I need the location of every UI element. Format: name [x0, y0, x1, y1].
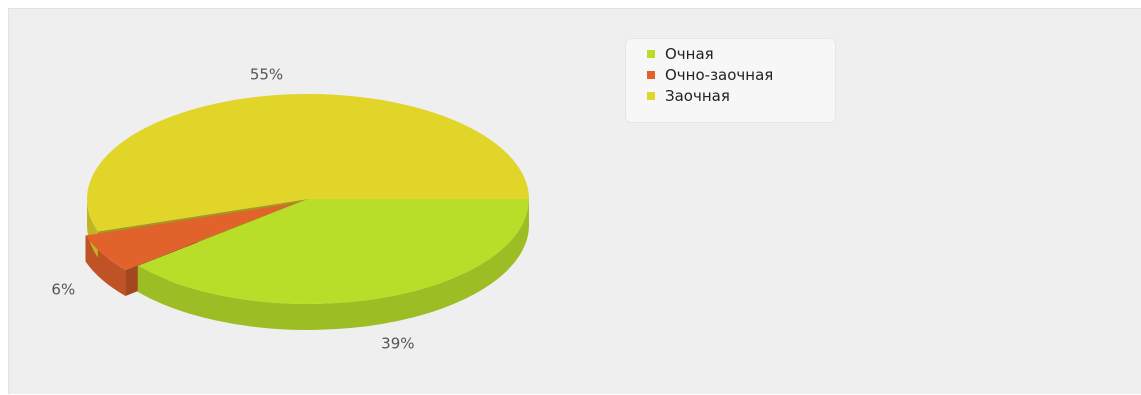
legend-label: Очно-заочная: [665, 65, 774, 84]
pie-labels: 39% 6% 55%: [51, 66, 414, 353]
legend-label: Заочная: [665, 86, 730, 105]
pie-chart: 39% 6% 55%: [51, 66, 530, 353]
slice-3-top: [87, 94, 530, 232]
slice-label-1: 39%: [381, 335, 414, 353]
legend-item-ochnaya[interactable]: Очная: [647, 43, 835, 64]
legend-item-ochno-zaochnaya[interactable]: Очно-заочная: [647, 64, 835, 85]
legend: Очная Очно-заочная Заочная: [625, 38, 836, 123]
slice-label-2: 6%: [51, 281, 75, 299]
slice-label-3: 55%: [250, 66, 283, 84]
pie-tops: [85, 94, 530, 304]
legend-swatch: [647, 91, 655, 100]
legend-swatch: [647, 70, 655, 79]
legend-swatch: [647, 49, 655, 58]
legend-item-zaochnaya[interactable]: Заочная: [647, 85, 835, 106]
chart-panel: 39% 6% 55% Очная Очно-заочная Заочная: [8, 8, 1141, 394]
legend-label: Очная: [665, 44, 714, 63]
slice-2-top: [85, 203, 296, 270]
slice-1-top: [137, 199, 530, 304]
slice-1-outer-wall-0: [137, 199, 530, 330]
